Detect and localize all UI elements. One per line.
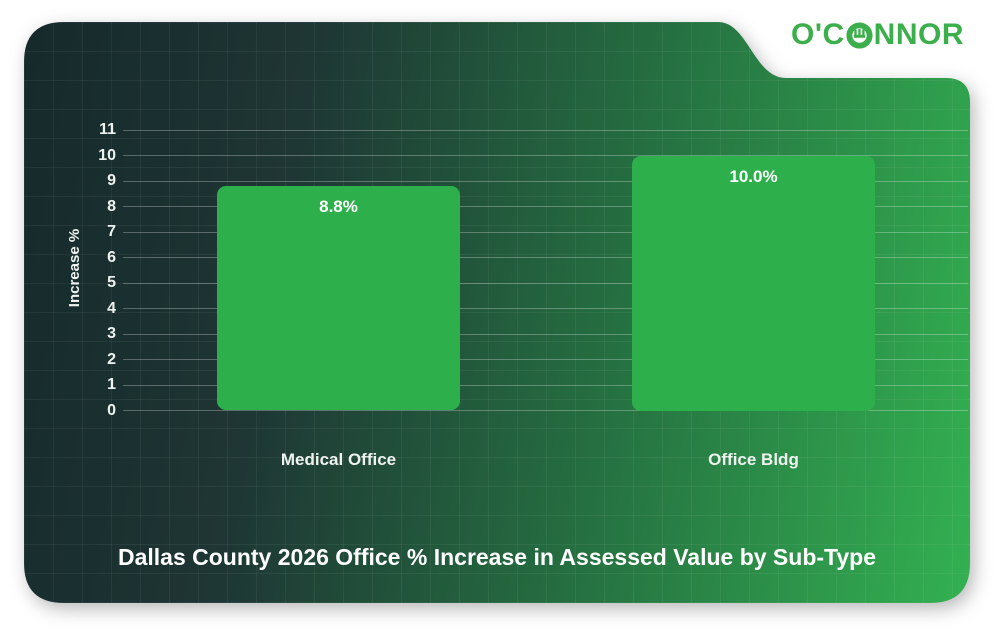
y-tick-label-9: 9 [107,172,116,189]
y-tick-label-4: 4 [107,299,116,317]
y-tick-label-8: 8 [107,197,116,215]
gridline-10 [123,155,968,156]
gridline-5 [123,282,968,284]
gridline-9 [123,180,968,182]
category-label-office-bldg: Office Bldg [708,450,799,469]
y-tick-label-10: 10 [98,146,116,164]
y-tick-label-0: 0 [107,401,116,419]
gridline-4 [123,308,968,309]
y-tick-label-3: 3 [107,325,116,342]
oconnor-logo: O'C NNOR [791,18,964,52]
gridline-0 [123,410,968,411]
y-tick-label-5: 5 [107,274,116,291]
bar-office-bldg: 10.0% [632,155,875,411]
gridline-3 [123,333,968,335]
hand-in-o-icon [846,21,873,49]
logo-text-pre: O'C [791,18,845,51]
gridline-1 [123,384,968,386]
gridline-6 [123,257,968,258]
chart-title: Dallas County 2026 Office % Increase in … [117,544,877,570]
bar-value-label: 8.8% [319,197,358,217]
gridline-2 [123,359,968,360]
gridline-7 [123,231,968,233]
y-tick-label-1: 1 [107,376,116,393]
y-tick-label-7: 7 [107,223,116,240]
gridline-11 [123,129,968,131]
gridline-8 [123,206,968,207]
bar-value-label: 10.0% [729,166,778,186]
logo-text-post: NNOR [873,18,964,51]
y-tick-label-6: 6 [107,248,116,266]
y-axis-label: Increase % [66,228,83,308]
bar-medical-office: 8.8% [217,186,460,411]
category-label-medical-office: Medical Office [280,450,397,469]
y-tick-label-11: 11 [99,121,116,138]
y-tick-label-2: 2 [107,350,116,368]
